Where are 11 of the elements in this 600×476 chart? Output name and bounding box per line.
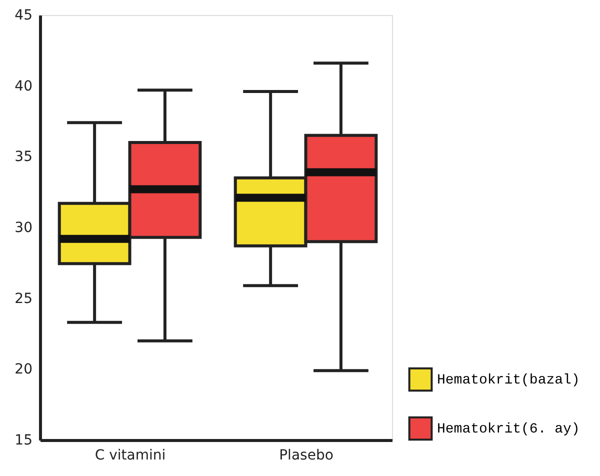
legend-label: Hematokrit(6. ay)	[437, 422, 580, 438]
x-tick-label: Plasebo	[279, 448, 334, 464]
legend-label: Hematokrit(bazal)	[437, 372, 580, 388]
x-tick-label: C vitamini	[94, 448, 166, 464]
y-tick-label: 30	[14, 220, 32, 236]
y-tick-label: 25	[14, 290, 32, 307]
y-tick-label: 35	[14, 149, 32, 166]
y-tick-label: 20	[14, 362, 32, 378]
y-tick-label: 40	[14, 78, 32, 94]
y-tick-label: 15	[14, 432, 32, 448]
y-tick-label: 45	[14, 8, 32, 24]
